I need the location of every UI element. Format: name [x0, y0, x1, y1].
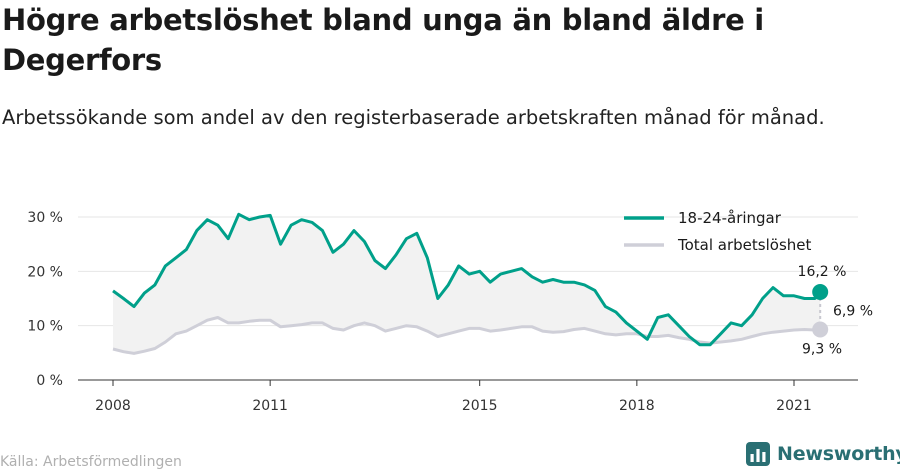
x-tick-label: 2008	[95, 398, 131, 414]
series-line-youth	[112, 212, 822, 347]
x-tick-label: 2018	[619, 398, 655, 414]
logo-icon	[746, 442, 770, 466]
legend-label: 18-24-åringar	[678, 209, 782, 227]
chart-subtitle: Arbetssökande som andel av den registerb…	[2, 106, 825, 129]
chart-title: Högre arbetslöshet bland unga än bland ä…	[2, 3, 764, 77]
gap-area	[113, 214, 821, 354]
series-line-total	[112, 316, 821, 355]
y-tick-label: 20 %	[27, 264, 63, 280]
y-tick-label: 0 %	[36, 373, 63, 389]
legend: 18-24-åringar Total arbetslöshet	[624, 209, 812, 254]
newsworthy-logo: Newsworthy	[745, 441, 900, 467]
annotation-youth-value: 16,2 %	[798, 264, 847, 280]
annotation-total-value: 9,3 %	[802, 341, 842, 357]
source-note: Källa: Arbetsförmedlingen	[0, 454, 182, 470]
y-tick-label: 30 %	[27, 210, 63, 226]
logo-text: Newsworthy	[777, 443, 900, 465]
y-tick-label: 10 %	[27, 319, 63, 335]
end-point-total	[812, 321, 829, 338]
legend-label: Total arbetslöshet	[677, 236, 812, 254]
annotation-difference: 6,9 %	[833, 304, 873, 320]
x-tick-label: 2021	[776, 398, 812, 414]
x-tick-label: 2011	[252, 398, 288, 414]
end-point-youth	[812, 283, 829, 300]
x-tick-label: 2015	[462, 398, 498, 414]
